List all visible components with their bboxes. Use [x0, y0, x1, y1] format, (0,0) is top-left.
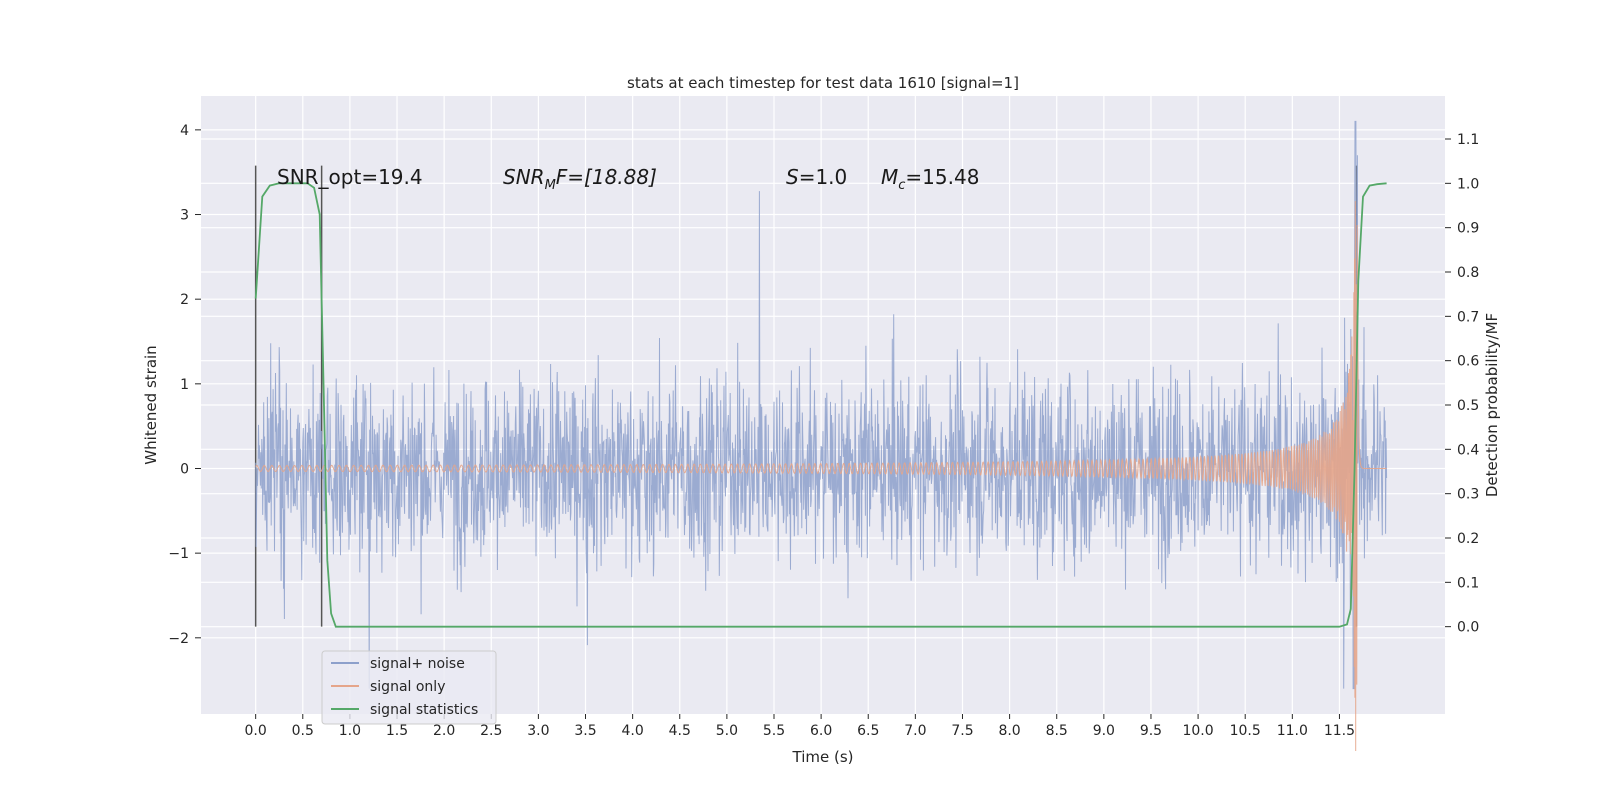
x-tick-label: 0.0	[245, 723, 267, 739]
annotation-mc: Mc=15.48	[881, 165, 979, 193]
y2-tick-label: 0.5	[1457, 398, 1479, 414]
x-tick-label: 4.5	[669, 723, 691, 739]
annotation-snr-mf: SNRMF=[18.88]	[503, 165, 657, 193]
x-tick-label: 5.5	[763, 723, 785, 739]
series-signal-only	[255, 201, 1387, 752]
y-tick-label: 1	[180, 377, 189, 393]
annotation-s-value: =1.0	[799, 165, 848, 189]
y-tick-label: 0	[180, 461, 189, 477]
y2-axis-ticks: 0.0 0.1 0.2 0.3 0.4 0.5 0.6 0.7 0.8 0.9 1.0 1.1	[1445, 132, 1479, 636]
x-tick-label: 7.5	[951, 723, 973, 739]
x-tick-label: 3.0	[527, 723, 549, 739]
y-axis-ticks: −2 −1 0 1 2 3 4	[168, 123, 201, 647]
x-tick-label: 2.5	[480, 723, 502, 739]
series-signal-plus-noise	[255, 120, 1388, 690]
y2-tick-label: 0.6	[1457, 354, 1479, 370]
x-tick-label: 11.5	[1324, 723, 1355, 739]
y2-tick-label: 0.2	[1457, 531, 1479, 547]
annotation-mc-var: M	[881, 165, 898, 189]
x-tick-label: 1.5	[386, 723, 408, 739]
x-axis-ticks: 0.0 0.5 1.0 1.5 2.0 2.5 3.0 3.5 4.0 4.5 5.0 5.5 6.0 6…	[245, 714, 1355, 739]
annotation-mc-sub: c	[898, 178, 905, 193]
x-tick-label: 6.5	[857, 723, 879, 739]
y2-tick-label: 0.3	[1457, 487, 1479, 503]
legend-label-signal-statistics: signal statistics	[370, 702, 478, 718]
chart-title: stats at each timestep for test data 161…	[627, 74, 1019, 92]
annotation-s-var: S	[786, 165, 799, 189]
x-axis-label: Time (s)	[792, 748, 854, 766]
signal-only-line	[255, 201, 1387, 752]
annotation-snr-opt: SNR_opt=19.4	[277, 165, 423, 189]
legend-label-signal-only: signal only	[370, 679, 445, 695]
signal-plus-noise-line	[255, 120, 1388, 690]
annotation-snr-mf-value: F=[18.88]	[556, 165, 657, 189]
annotation-mc-value: =15.48	[905, 165, 979, 189]
x-tick-label: 11.0	[1277, 723, 1308, 739]
x-tick-label: 10.5	[1230, 723, 1261, 739]
series-signal-statistics	[254, 182, 1387, 628]
x-tick-label: 9.5	[1140, 723, 1162, 739]
y2-tick-label: 0.7	[1457, 309, 1479, 325]
y2-axis-label: Detection probability/MF	[1483, 313, 1501, 497]
y2-tick-label: 1.0	[1457, 176, 1479, 192]
annotation-snr-mf-var: SNR	[503, 165, 545, 189]
x-tick-label: 8.5	[1046, 723, 1068, 739]
x-tick-label: 1.0	[339, 723, 361, 739]
y-tick-label: 3	[180, 208, 189, 224]
y2-tick-label: 0.1	[1457, 575, 1479, 591]
x-tick-label: 4.0	[621, 723, 643, 739]
y-tick-label: 2	[180, 292, 189, 308]
annotation-s: S=1.0	[786, 165, 847, 189]
x-tick-label: 10.0	[1182, 723, 1213, 739]
x-tick-label: 5.0	[716, 723, 738, 739]
y-tick-label: −1	[168, 546, 189, 562]
x-tick-label: 6.0	[810, 723, 832, 739]
x-tick-label: 7.0	[904, 723, 926, 739]
x-tick-label: 0.5	[292, 723, 314, 739]
y2-tick-label: 0.8	[1457, 265, 1479, 281]
y2-tick-label: 0.0	[1457, 620, 1479, 636]
annotation-snr-mf-sub: M	[545, 178, 556, 193]
x-tick-label: 3.5	[574, 723, 596, 739]
y2-tick-label: 0.4	[1457, 442, 1479, 458]
y-tick-label: 4	[180, 123, 189, 139]
x-tick-label: 8.0	[998, 723, 1020, 739]
y-axis-label: Whitened strain	[142, 345, 160, 464]
y-tick-label: −2	[168, 631, 189, 647]
x-tick-label: 2.0	[433, 723, 455, 739]
y2-tick-label: 1.1	[1457, 132, 1479, 148]
legend-box	[321, 650, 497, 725]
signal-statistics-line	[254, 182, 1387, 628]
legend: signal+ noise signal only signal statist…	[321, 650, 497, 725]
y2-tick-label: 0.9	[1457, 221, 1479, 237]
legend-label-signal-plus-noise: signal+ noise	[370, 656, 465, 672]
x-tick-label: 9.0	[1093, 723, 1115, 739]
